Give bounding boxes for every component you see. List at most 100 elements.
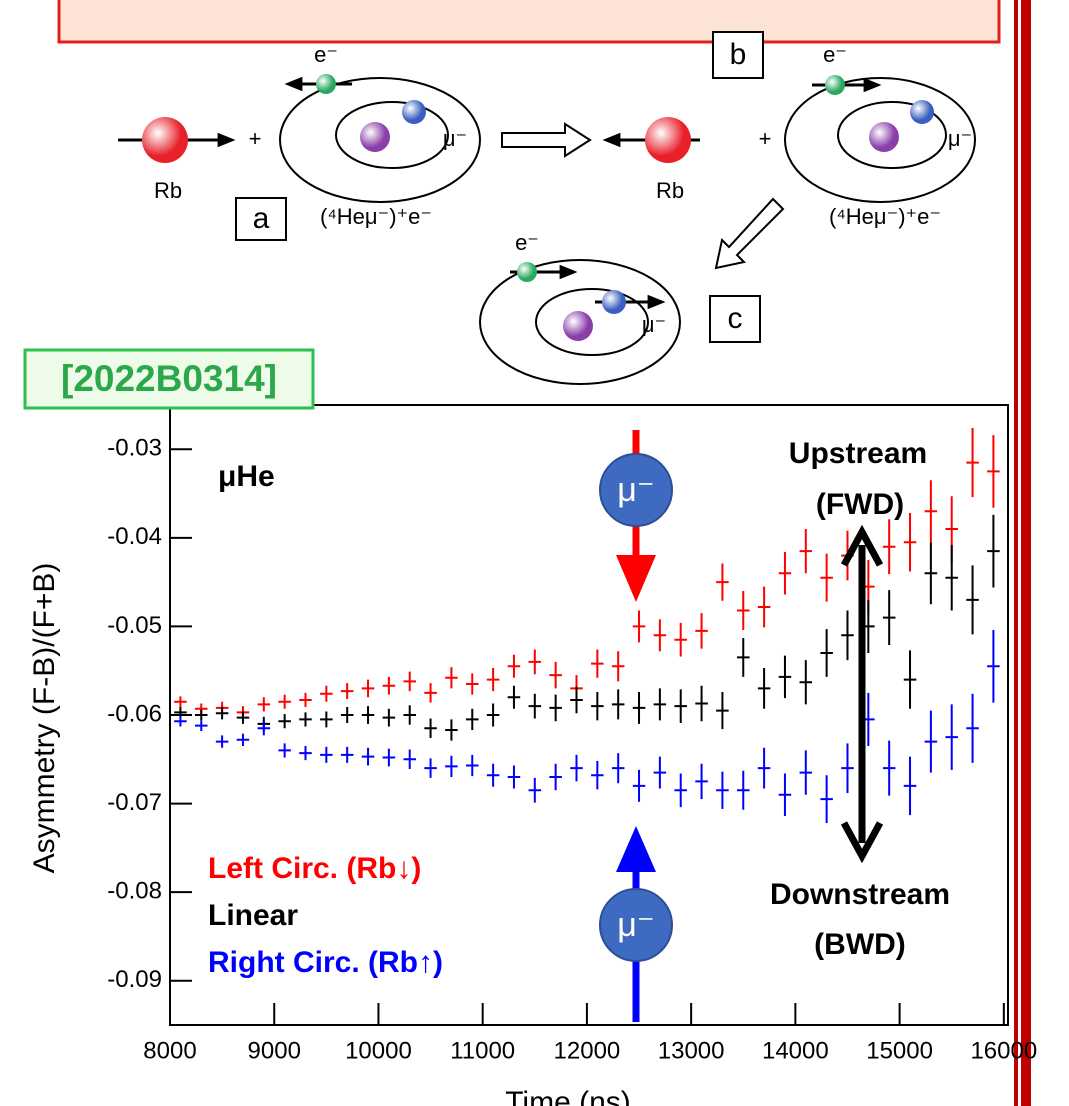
- arrow: [616, 826, 656, 872]
- error-bar: [403, 749, 416, 770]
- error-bar: [695, 685, 708, 722]
- error-bar: [737, 591, 750, 630]
- diagram-c: μ⁻ e⁻ c: [479, 230, 761, 385]
- error-bar: [924, 710, 938, 773]
- error-bar: [716, 691, 729, 730]
- error-bar: [174, 707, 187, 718]
- error-bar: [882, 590, 896, 646]
- error-bar: [257, 697, 271, 712]
- x-tick-label: 12000: [554, 1037, 621, 1064]
- x-tick-label: 15000: [866, 1037, 933, 1064]
- error-bar: [674, 773, 687, 808]
- error-bar: [799, 750, 813, 795]
- error-bar: [382, 708, 396, 727]
- error-bar: [549, 661, 562, 689]
- arrow: [501, 122, 592, 158]
- banner: [57, 0, 1001, 44]
- error-bar: [632, 769, 646, 802]
- x-tick-label: 11000: [450, 1037, 515, 1064]
- error-bar: [611, 689, 625, 720]
- error-bar: [528, 693, 542, 719]
- muon: [599, 453, 673, 527]
- annotation: μ⁻: [617, 471, 655, 509]
- error-bar: [403, 705, 416, 725]
- label: c: [728, 302, 743, 335]
- error-bar: [424, 683, 437, 703]
- diagram-b: Rb + μ⁻ e⁻ b (⁴Heμ⁻)⁺e⁻: [602, 31, 976, 229]
- y-tick-label: -0.06: [107, 700, 162, 727]
- legend-entry: Linear: [208, 899, 298, 932]
- error-bar: [528, 649, 542, 675]
- label: +: [249, 126, 262, 151]
- error-bar: [757, 668, 771, 709]
- label: +: [759, 126, 772, 151]
- error-bar: [632, 691, 646, 724]
- error-bar: [591, 761, 604, 790]
- error-bar: [299, 746, 312, 761]
- error-bar: [966, 428, 979, 498]
- error-bar: [466, 673, 479, 695]
- error-bar: [841, 743, 854, 793]
- annotation: (BWD): [814, 928, 906, 961]
- error-bar: [737, 770, 750, 810]
- error-bar: [278, 694, 291, 709]
- y-tick-label: -0.08: [107, 877, 162, 904]
- legend: Left Circ. (Rb↓) Linear Right Circ. (Rb↑): [208, 852, 443, 979]
- error-bar: [903, 513, 917, 572]
- error-bar: [653, 688, 667, 721]
- run-id-box: [23, 348, 315, 410]
- error-bar: [278, 714, 291, 729]
- annotation: Upstream: [789, 437, 927, 470]
- x-axis-title: Time (ns): [505, 1086, 631, 1106]
- error-bar: [903, 650, 917, 709]
- error-bar: [737, 637, 750, 677]
- error-bar: [799, 529, 813, 574]
- label: (⁴Heμ⁻)⁺e⁻: [320, 204, 432, 229]
- error-bar: [299, 692, 312, 708]
- error-bar: [445, 755, 458, 777]
- x-tick-label: 16000: [970, 1037, 1037, 1064]
- error-bar: [257, 721, 271, 736]
- side-rule: [1021, 0, 1031, 1106]
- error-bar: [591, 691, 604, 721]
- error-bar: [591, 649, 604, 678]
- error-bar: [195, 720, 208, 731]
- plot: -0.09 -0.08 -0.07 -0.06 -0.05 -0.04 -0.03 8000 9…: [107, 428, 1037, 1064]
- error-bar: [716, 563, 729, 601]
- error-bar: [215, 707, 229, 720]
- error-bar: [778, 552, 792, 595]
- error-bar: [382, 676, 396, 695]
- error-bar: [299, 712, 312, 727]
- error-bar: [320, 746, 333, 763]
- legend-entry: Left Circ. (Rb↓): [208, 852, 421, 885]
- error-bar: [424, 718, 437, 739]
- arrow: [616, 555, 656, 602]
- error-bar: [445, 719, 458, 741]
- error-bar: [361, 679, 375, 698]
- error-bar: [820, 775, 833, 824]
- error-bar: [903, 756, 917, 816]
- x-tick-label: 9000: [248, 1037, 301, 1064]
- error-bar: [174, 715, 187, 727]
- error-bar: [424, 758, 437, 778]
- label: Rb: [154, 178, 182, 203]
- muon: [599, 888, 673, 962]
- label: e⁻: [314, 42, 338, 67]
- y-tick-label: -0.09: [107, 966, 162, 993]
- annotation: μHe: [218, 460, 275, 493]
- error-bar: [361, 706, 375, 724]
- error-bar: [236, 711, 250, 724]
- error-bar: [549, 694, 562, 722]
- label: μ⁻: [443, 126, 467, 151]
- label: μ⁻: [948, 126, 972, 151]
- error-bar: [757, 586, 771, 628]
- error-bar: [215, 735, 229, 748]
- legend-entry: Right Circ. (Rb↑): [208, 946, 443, 979]
- error-bar: [466, 708, 479, 731]
- error-bar: [340, 746, 354, 763]
- error-bar: [340, 683, 354, 700]
- annotation: μ⁻: [617, 906, 655, 944]
- label: μ⁻: [642, 312, 666, 337]
- y-tick-label: -0.05: [107, 612, 162, 639]
